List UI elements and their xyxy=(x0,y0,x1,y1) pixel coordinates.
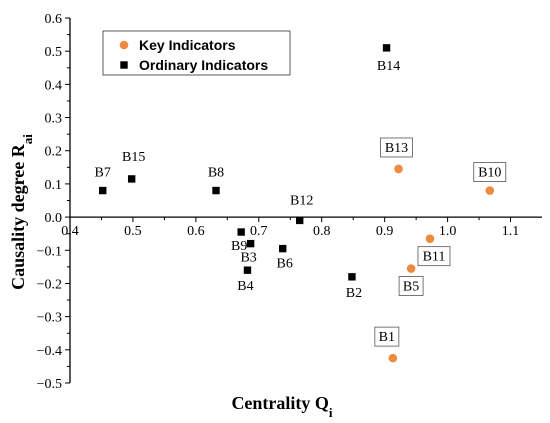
point-label-b7: B7 xyxy=(95,166,111,181)
point-label-b5: B5 xyxy=(403,280,419,295)
label-box-b1 xyxy=(374,326,400,347)
legend-label: Ordinary Indicators xyxy=(139,57,268,73)
y-axis-title-sub: ai xyxy=(20,134,35,145)
point-label-b15: B15 xyxy=(122,150,145,165)
legend: Key Indicators Ordinary Indicators xyxy=(102,30,291,76)
y-axis-title-main: Causality degree R xyxy=(8,143,28,290)
point-label-b10: B10 xyxy=(478,166,501,181)
point-b11 xyxy=(425,234,435,243)
point-b4 xyxy=(243,266,252,274)
y-tick-label: −0.1 xyxy=(37,244,62,259)
point-b15 xyxy=(127,175,136,183)
y-tick-label: 0.2 xyxy=(45,145,63,160)
point-label-b11: B11 xyxy=(423,250,446,265)
point-label-b14: B14 xyxy=(377,59,400,74)
y-tick-label: 0.6 xyxy=(45,12,63,27)
y-tick-label: 0.4 xyxy=(45,78,63,93)
x-tick-label: 0.7 xyxy=(250,224,268,239)
point-label-b1: B1 xyxy=(379,330,395,345)
point-b14 xyxy=(382,44,391,52)
y-tick-label: −0.3 xyxy=(37,311,62,326)
legend-label: Key Indicators xyxy=(139,37,236,53)
label-box-b13 xyxy=(380,137,413,158)
x-tick-label: 0.8 xyxy=(313,224,331,239)
y-axis-title: Causality degree Rai xyxy=(8,134,35,290)
point-label-b13: B13 xyxy=(385,141,408,156)
legend-frame xyxy=(102,30,291,76)
x-tick-label: 1.0 xyxy=(439,224,457,239)
label-box-b11 xyxy=(417,246,451,267)
point-b2 xyxy=(348,273,356,281)
y-tick-label: 0.0 xyxy=(45,211,63,226)
x-tick-label: 1.1 xyxy=(502,224,520,239)
x-tick-label: 0.4 xyxy=(61,224,79,239)
y-tick-label: −0.5 xyxy=(37,377,62,392)
y-tick-label: −0.4 xyxy=(37,344,62,359)
x-tick-label: 0.5 xyxy=(124,224,142,239)
point-b7 xyxy=(99,186,107,195)
point-b3 xyxy=(246,239,255,248)
point-b12 xyxy=(296,216,304,225)
y-tick-label: 0.3 xyxy=(45,112,63,127)
label-box-b10 xyxy=(473,162,507,182)
y-tick-label: 0.5 xyxy=(45,45,63,60)
legend-marker-square xyxy=(120,61,128,69)
svg-text:Centrality Qi: Centrality Qi xyxy=(231,393,332,420)
point-b8 xyxy=(212,186,220,195)
x-tick-label: 0.9 xyxy=(376,224,394,239)
point-label-b6: B6 xyxy=(277,257,293,272)
point-b6 xyxy=(279,244,287,253)
y-tick-label: 0.1 xyxy=(45,178,63,193)
point-label-b8: B8 xyxy=(208,166,224,181)
point-label-b2: B2 xyxy=(346,286,362,301)
x-axis-title-main: Centrality Q xyxy=(231,393,328,413)
svg-text:Causality degree Rai: Causality degree Rai xyxy=(8,134,35,290)
point-b1 xyxy=(388,353,398,363)
point-label-b12: B12 xyxy=(290,193,313,208)
point-b5 xyxy=(406,264,416,273)
x-tick-label: 0.6 xyxy=(187,224,205,239)
legend-marker-circle xyxy=(119,40,129,50)
x-axis-title: Centrality Qi xyxy=(231,393,332,420)
point-b9 xyxy=(237,228,245,236)
axes: −0.5 −0.4 −0.3 −0.2 −0.1 0.0 0.1 0.2 0.3 0.4 0.5 0.… xyxy=(37,12,542,392)
point-b13 xyxy=(394,164,403,174)
point-label-b3: B3 xyxy=(240,251,256,266)
point-b10 xyxy=(485,186,495,195)
x-axis-title-sub: i xyxy=(329,405,333,420)
point-label-b9: B9 xyxy=(231,239,247,254)
point-label-b4: B4 xyxy=(237,279,253,294)
label-box-b5 xyxy=(398,276,424,296)
y-tick-label: −0.2 xyxy=(37,277,62,292)
